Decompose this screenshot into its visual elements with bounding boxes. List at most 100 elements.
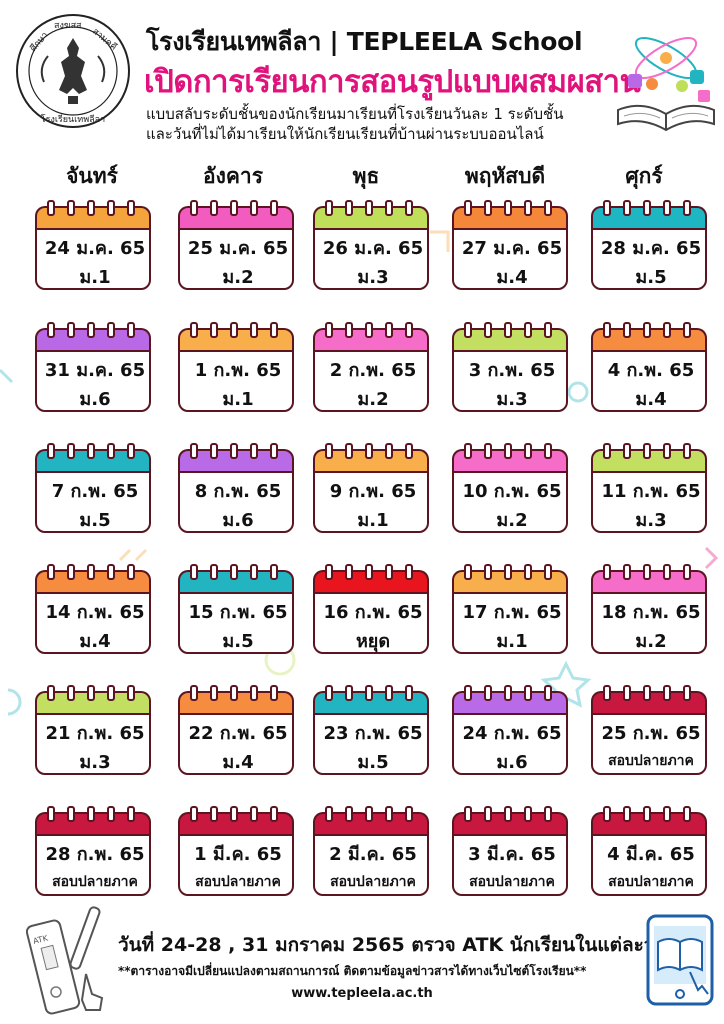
calendar-card: 22 ก.พ. 65 ม.4 (178, 685, 296, 775)
calendar-ring (345, 564, 353, 580)
calendar-ring (504, 564, 512, 580)
calendar-card: 3 ก.พ. 65 ม.3 (452, 322, 570, 412)
calendar-ring (623, 564, 631, 580)
calendar-date: 3 ก.พ. 65 (468, 360, 556, 381)
calendar-ring (250, 322, 258, 338)
calendar-ring (544, 564, 552, 580)
calendar-card: 1 มี.ค. 65 สอบปลายภาค (178, 806, 296, 896)
calendar-ring (210, 322, 218, 338)
calendar-card-body: 2 มี.ค. 65 สอบปลายภาค (313, 834, 429, 896)
calendar-ring (385, 806, 393, 822)
calendar-rings (184, 806, 288, 822)
calendar-ring (623, 443, 631, 459)
calendar-ring (524, 443, 532, 459)
calendar-grade: สอบปลายภาค (469, 874, 555, 890)
calendar-ring (210, 443, 218, 459)
calendar-ring (504, 322, 512, 338)
calendar-ring (345, 322, 353, 338)
calendar-card: 14 ก.พ. 65 ม.4 (35, 564, 153, 654)
calendar-ring (365, 200, 373, 216)
calendar-grade: ม.3 (357, 267, 389, 288)
svg-text:สงฆสส: สงฆสส (54, 21, 82, 31)
calendar-ring (683, 806, 691, 822)
calendar-ring (504, 806, 512, 822)
calendar-card-body: 3 มี.ค. 65 สอบปลายภาค (452, 834, 568, 896)
calendar-date: 21 ก.พ. 65 (45, 723, 145, 744)
calendar-date: 25 ม.ค. 65 (187, 238, 289, 259)
calendar-card-body: 24 ก.พ. 65 ม.6 (452, 713, 568, 775)
calendar-ring (190, 685, 198, 701)
tablet-reading-icon (646, 914, 714, 1006)
calendar-grade: ม.5 (635, 267, 667, 288)
calendar-ring (603, 685, 611, 701)
calendar-ring (405, 322, 413, 338)
calendar-ring (524, 200, 532, 216)
calendar-ring (464, 806, 472, 822)
day-thursday: พฤหัสบดี (464, 164, 546, 188)
calendar-ring (210, 806, 218, 822)
calendar-rings (597, 322, 701, 338)
svg-text:โรงเรียนเทพลีลา: โรงเรียนเทพลีลา (41, 114, 105, 125)
calendar-grade: ม.4 (222, 752, 254, 773)
calendar-card-body: 8 ก.พ. 65 ม.6 (178, 471, 294, 533)
description-line-1: แบบสลับระดับชั้นของนักเรียนมาเรียนที่โรง… (146, 105, 564, 123)
calendar-ring (385, 443, 393, 459)
calendar-date: 11 ก.พ. 65 (601, 481, 701, 502)
calendar-rings (458, 806, 562, 822)
calendar-card-body: 9 ก.พ. 65 ม.1 (313, 471, 429, 533)
calendar-date: 1 ก.พ. 65 (194, 360, 282, 381)
calendar-ring (365, 322, 373, 338)
calendar-ring (623, 685, 631, 701)
calendar-date: 4 มี.ค. 65 (607, 844, 695, 865)
calendar-ring (643, 200, 651, 216)
calendar-date: 26 ม.ค. 65 (322, 238, 424, 259)
calendar-date: 4 ก.พ. 65 (607, 360, 695, 381)
calendar-rings (319, 200, 423, 216)
calendar-ring (663, 564, 671, 580)
calendar-ring (190, 443, 198, 459)
calendar-ring (67, 564, 75, 580)
calendar-date: 24 ม.ค. 65 (44, 238, 146, 259)
calendar-ring (464, 685, 472, 701)
calendar-grade: หยุด (355, 631, 391, 652)
calendar-ring (544, 443, 552, 459)
calendar-ring (643, 322, 651, 338)
calendar-rings (597, 443, 701, 459)
school-website-link[interactable]: www.tepleela.ac.th (291, 986, 433, 1001)
calendar-ring (107, 443, 115, 459)
calendar-date: 23 ก.พ. 65 (323, 723, 423, 744)
calendar-ring (524, 564, 532, 580)
calendar-ring (365, 564, 373, 580)
calendar-ring (325, 200, 333, 216)
calendar-ring (325, 564, 333, 580)
calendar-ring (623, 322, 631, 338)
weekday-header: จันทร์ อังคาร พุธ พฤหัสบดี ศุกร์ (0, 160, 724, 190)
calendar-rings (319, 443, 423, 459)
calendar-card-body: 31 ม.ค. 65 ม.6 (35, 350, 151, 412)
calendar-ring (67, 685, 75, 701)
calendar-date: 17 ก.พ. 65 (462, 602, 562, 623)
calendar-ring (47, 200, 55, 216)
calendar-ring (127, 200, 135, 216)
calendar-card-body: 26 ม.ค. 65 ม.3 (313, 228, 429, 290)
calendar-ring (270, 322, 278, 338)
calendar-ring (270, 200, 278, 216)
calendar-grade: สอบปลายภาค (608, 753, 694, 769)
calendar-ring (484, 322, 492, 338)
calendar-ring (603, 806, 611, 822)
calendar-date: 2 ก.พ. 65 (329, 360, 417, 381)
calendar-ring (683, 322, 691, 338)
calendar-date: 25 ก.พ. 65 (601, 723, 701, 744)
calendar-grade: ม.4 (496, 267, 528, 288)
calendar-ring (464, 443, 472, 459)
calendar-card: 10 ก.พ. 65 ม.2 (452, 443, 570, 533)
calendar-grade: ม.6 (79, 389, 111, 410)
calendar-rings (41, 685, 145, 701)
calendar-card-body: 21 ก.พ. 65 ม.3 (35, 713, 151, 775)
calendar-card-body: 22 ก.พ. 65 ม.4 (178, 713, 294, 775)
atk-test-kit-icon: ATK (26, 906, 104, 1015)
calendar-card: 7 ก.พ. 65 ม.5 (35, 443, 153, 533)
calendar-date: 22 ก.พ. 65 (188, 723, 288, 744)
calendar-grade: ม.5 (79, 510, 111, 531)
calendar-card-body: 7 ก.พ. 65 ม.5 (35, 471, 151, 533)
